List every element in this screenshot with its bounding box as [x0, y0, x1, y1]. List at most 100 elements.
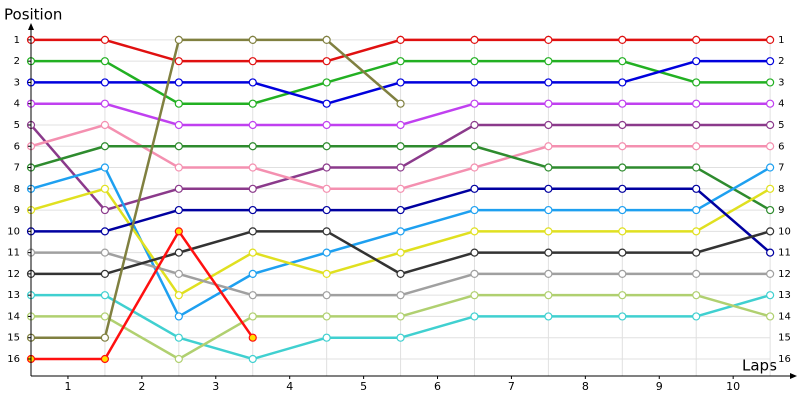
point-marker — [100, 312, 110, 321]
point-marker — [322, 333, 331, 342]
point-marker — [766, 312, 775, 321]
y-tick-label: 4 — [14, 99, 20, 110]
point-marker — [396, 333, 405, 342]
point-marker — [100, 35, 110, 44]
y-tick-label: 6 — [14, 141, 20, 152]
point-marker — [396, 312, 405, 321]
point-marker — [544, 184, 553, 193]
y-tick-label: 14 — [7, 311, 20, 322]
point-marker — [248, 163, 257, 172]
point-marker — [396, 184, 405, 193]
y-tick-label: 15 — [7, 333, 20, 344]
point-marker — [322, 78, 331, 87]
point-marker — [174, 120, 183, 130]
point-marker — [766, 291, 775, 300]
point-marker — [470, 120, 479, 130]
point-marker — [174, 269, 183, 278]
point-marker — [248, 269, 257, 278]
point-marker — [618, 35, 627, 44]
point-marker — [322, 57, 331, 66]
y-tick-label-right: 1 — [778, 35, 784, 46]
x-tick-label: 9 — [656, 380, 663, 393]
point-marker — [470, 205, 479, 215]
y-tick-label: 13 — [7, 290, 20, 301]
y-tick-label-right: 5 — [778, 120, 784, 131]
point-marker — [470, 312, 479, 321]
point-marker — [174, 35, 183, 44]
point-marker — [544, 248, 553, 257]
x-tick-label: 7 — [508, 380, 515, 393]
point-marker — [470, 227, 479, 236]
point-marker — [174, 163, 183, 172]
point-marker — [692, 205, 701, 215]
point-marker — [322, 184, 331, 193]
point-marker — [174, 205, 183, 215]
point-marker — [248, 142, 257, 151]
y-tick-label-right: 4 — [778, 99, 784, 110]
x-tick-label: 4 — [286, 380, 293, 393]
point-marker — [248, 333, 257, 342]
point-marker — [174, 354, 183, 364]
point-marker — [174, 99, 183, 108]
point-marker — [396, 248, 405, 257]
point-marker — [470, 78, 479, 87]
point-marker — [544, 35, 553, 44]
point-marker — [618, 120, 627, 130]
y-tick-label: 2 — [14, 56, 20, 67]
y-tick-label: 1 — [14, 35, 20, 46]
point-marker — [692, 291, 701, 300]
point-marker — [100, 78, 110, 87]
x-tick-label: 2 — [138, 380, 145, 393]
y-tick-label-right: 11 — [778, 248, 791, 259]
point-marker — [322, 248, 331, 257]
point-marker — [692, 248, 701, 257]
point-marker — [766, 142, 775, 151]
point-marker — [322, 99, 331, 108]
point-marker — [766, 57, 775, 66]
y-tick-label-right: 12 — [778, 269, 791, 280]
point-marker — [322, 163, 331, 172]
x-axis-arrow — [790, 373, 797, 379]
point-marker — [470, 163, 479, 172]
point-marker — [396, 57, 405, 66]
y-tick-label-right: 8 — [778, 184, 784, 195]
point-marker — [766, 78, 775, 87]
point-marker — [396, 205, 405, 215]
point-marker — [692, 312, 701, 321]
x-tick-label: 8 — [582, 380, 589, 393]
point-marker — [100, 227, 110, 236]
point-marker — [100, 142, 110, 151]
point-marker — [470, 291, 479, 300]
point-marker — [396, 163, 405, 172]
point-marker — [248, 312, 257, 321]
y-tick-label-right: 10 — [778, 226, 791, 237]
point-marker — [618, 227, 627, 236]
y-tick-label: 10 — [7, 226, 20, 237]
point-marker — [766, 205, 775, 215]
point-marker — [544, 227, 553, 236]
y-tick-label-right: 3 — [778, 77, 784, 88]
point-marker — [618, 312, 627, 321]
series-line — [31, 38, 402, 339]
point-marker — [100, 248, 110, 257]
point-marker — [322, 269, 331, 278]
point-marker — [174, 78, 183, 87]
point-marker — [766, 248, 775, 257]
point-marker — [470, 184, 479, 193]
y-tick-label: 8 — [14, 184, 20, 195]
point-marker — [618, 269, 627, 278]
x-tick-label: 6 — [434, 380, 441, 393]
point-marker — [470, 142, 479, 151]
point-marker — [692, 163, 701, 172]
series-line — [31, 230, 254, 361]
point-marker — [470, 248, 479, 257]
point-marker — [618, 57, 627, 66]
point-marker — [544, 99, 553, 108]
point-marker — [100, 291, 110, 300]
point-marker — [618, 78, 627, 87]
point-marker — [766, 227, 775, 236]
point-marker — [322, 227, 331, 236]
point-marker — [618, 291, 627, 300]
point-marker — [174, 312, 183, 321]
